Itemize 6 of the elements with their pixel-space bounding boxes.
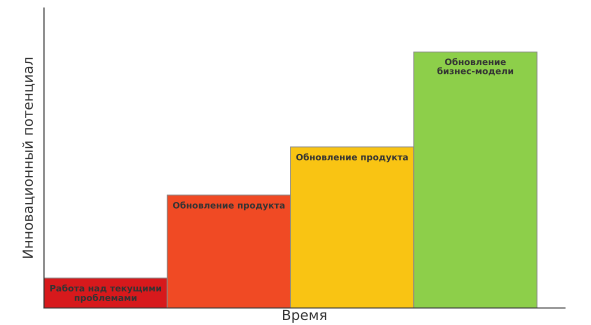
x-tick-label: Обновление бизнес-модели [437, 58, 514, 76]
x-axis-title: Время [283, 310, 326, 323]
x-tick-label: Обновление продукта [172, 202, 285, 210]
y-axis-title: Инновационный потенциал [22, 58, 35, 258]
x-tick-label: Обновление продукта [296, 153, 408, 162]
x-tick-label: Работа над текущими проблемами [50, 284, 162, 303]
